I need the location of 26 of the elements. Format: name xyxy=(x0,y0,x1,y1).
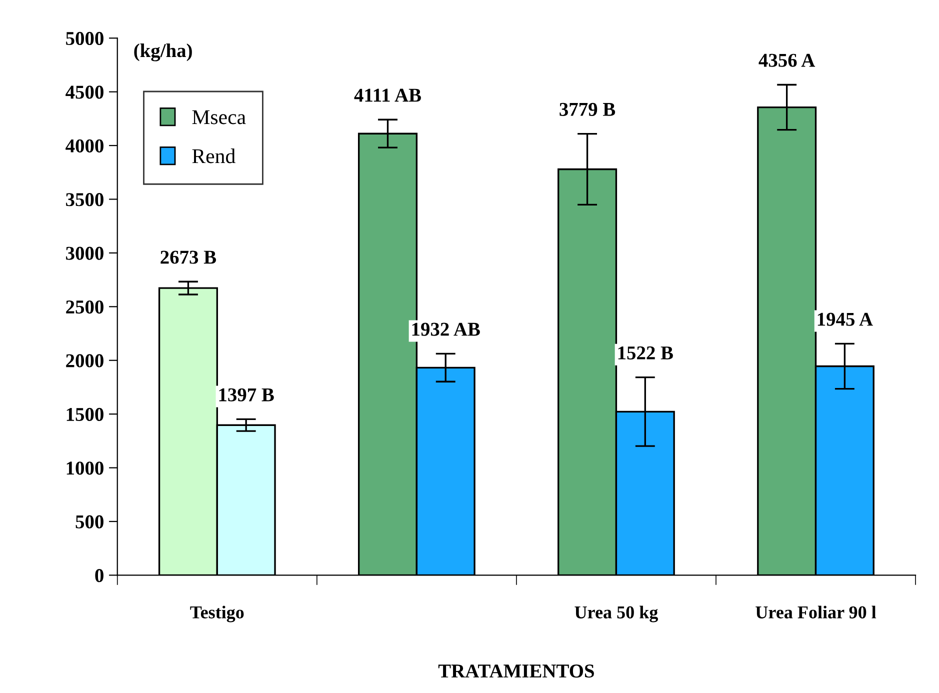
y-tick-label: 4000 xyxy=(66,139,104,152)
y-axis-title: (kg/ha) xyxy=(134,43,192,62)
y-tick-label: 3500 xyxy=(66,193,104,206)
data-label: 4111 AB xyxy=(354,88,421,102)
y-tick-label: 2500 xyxy=(66,300,104,314)
x-tick-label: Testigo xyxy=(190,606,244,622)
y-tick-label: 1500 xyxy=(66,408,104,422)
data-label: 2673 B xyxy=(160,250,216,264)
x-tick-label: Urea 50 kg xyxy=(574,606,658,622)
y-tick-label: 0 xyxy=(95,569,104,582)
y-tick-label: 3000 xyxy=(66,246,104,260)
x-axis-title: TRATAMIENTOS xyxy=(438,664,594,678)
x-tick-label: Urea Foliar 90 l xyxy=(756,606,876,618)
y-tick-label: 4500 xyxy=(66,86,104,99)
data-label: 4356 A xyxy=(758,54,816,67)
y-tick-label: 1000 xyxy=(66,462,104,475)
data-label: 1945 A xyxy=(818,312,873,326)
data-label: 1397 B xyxy=(219,388,274,402)
y-tick-label: 5000 xyxy=(66,32,104,46)
data-label: 1522 B xyxy=(618,346,673,360)
data-label: 1932 AB xyxy=(412,322,480,336)
legend-label: Mseca xyxy=(192,110,246,124)
y-tick-label: 500 xyxy=(76,515,104,528)
y-tick-label: 2000 xyxy=(66,354,104,368)
data-label: 3779 B xyxy=(560,102,616,116)
legend-label: Rend xyxy=(192,148,236,164)
